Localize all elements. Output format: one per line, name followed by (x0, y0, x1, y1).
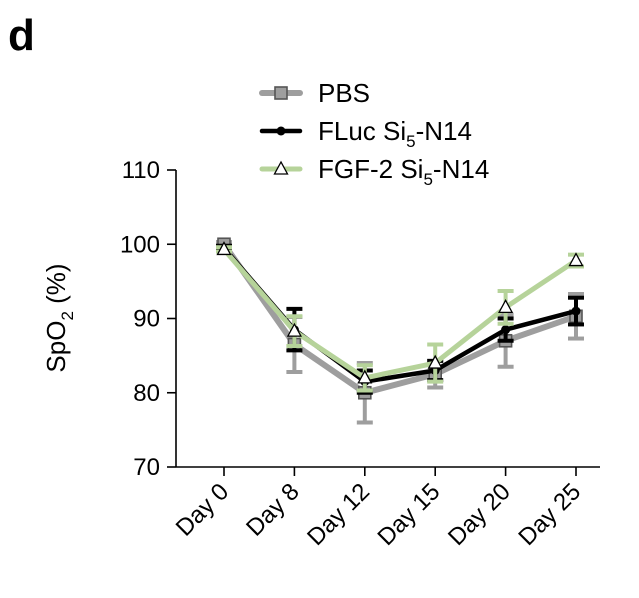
legend-marker (274, 86, 288, 100)
data-point (501, 325, 511, 335)
axes (175, 170, 600, 468)
legend-label-main: PBS (318, 78, 370, 108)
y-tick-label: 90 (133, 306, 160, 333)
y-axis-title-main: SpO (41, 321, 71, 373)
series-0 (216, 237, 584, 425)
x-tick-label: Day 15 (373, 478, 446, 551)
y-tick-label: 70 (133, 454, 160, 481)
data-point (286, 322, 302, 337)
y-axis-title: SpO2 (%) (41, 263, 77, 372)
x-tick-label: Day 12 (302, 478, 375, 551)
plot-area (216, 237, 584, 425)
y-tick-label: 80 (133, 380, 160, 407)
data-point (357, 369, 373, 384)
legend-item-1: FLuc Si5-N14 (259, 116, 472, 151)
x-tick-label: Day 0 (171, 478, 234, 541)
x-tick-label: Day 25 (513, 478, 586, 551)
x-tick-label: Day 20 (443, 478, 516, 551)
data-point (427, 354, 443, 369)
y-tick-label: 110 (122, 157, 160, 184)
legend-item-0: PBS (259, 78, 370, 108)
legend-label-suffix: -N14 (433, 154, 489, 184)
data-point (498, 298, 514, 314)
legend-label-main: FLuc Si (318, 116, 406, 146)
legend-marker (276, 126, 286, 136)
series-line (221, 241, 579, 396)
data-point (568, 252, 584, 267)
panel-label: d (8, 11, 35, 60)
series-line (221, 246, 579, 381)
y-axis-title-sub: 2 (58, 311, 77, 320)
legend-label-main: FGF-2 Si (318, 154, 423, 184)
x-tick-label: Day 8 (241, 478, 304, 541)
y-ticks: 70 80 90 100 110 (120, 157, 176, 481)
legend-marker (273, 160, 289, 175)
series-2 (216, 241, 584, 393)
legend-item-2: FGF-2 Si5-N14 (259, 154, 489, 189)
legend-label: FGF-2 Si5-N14 (318, 154, 489, 189)
legend-label-sub: 5 (423, 170, 432, 189)
data-point (571, 306, 581, 316)
data-point (216, 241, 232, 256)
y-tick-label: 100 (120, 231, 160, 258)
legend-label-sub: 5 (406, 132, 415, 151)
legend-label: FLuc Si5-N14 (318, 116, 472, 151)
y-axis-title-suffix: (%) (41, 263, 71, 311)
legend-label-suffix: -N14 (416, 116, 472, 146)
legend-label: PBS (318, 78, 370, 108)
